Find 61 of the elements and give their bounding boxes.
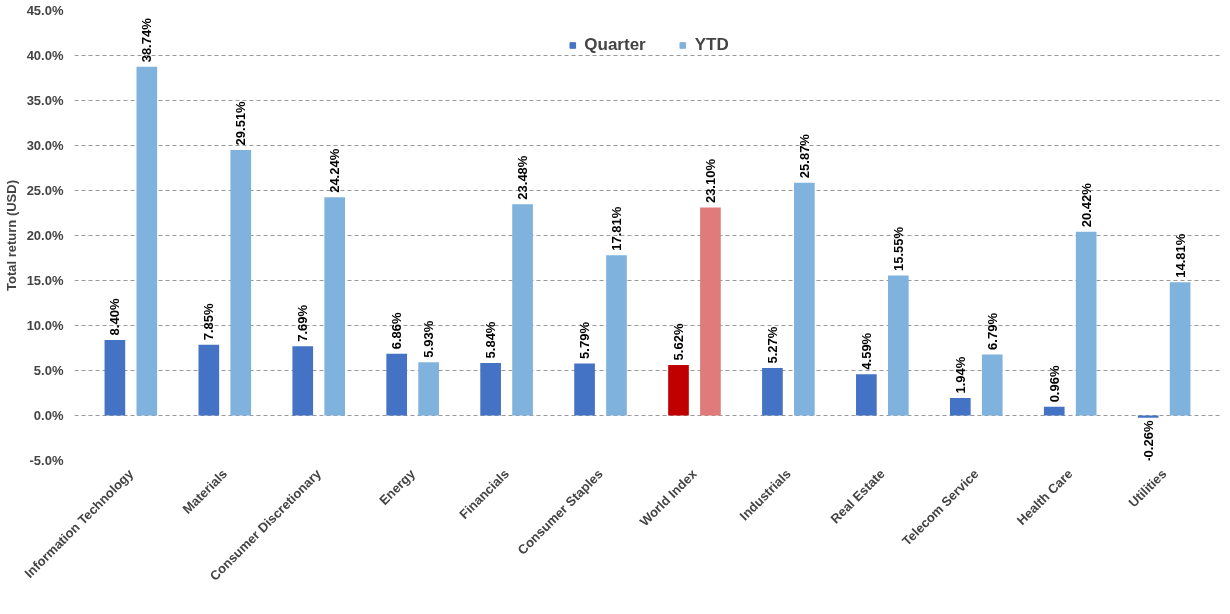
data-label: 5.79% bbox=[577, 321, 593, 359]
bar bbox=[230, 149, 252, 416]
data-label: 6.79% bbox=[984, 312, 1000, 350]
data-label: 38.74% bbox=[139, 17, 155, 63]
bar bbox=[198, 344, 220, 416]
y-tick-label: 0.0% bbox=[33, 408, 64, 423]
y-tick-label: 20.0% bbox=[26, 228, 64, 243]
data-label: 5.27% bbox=[764, 326, 780, 364]
data-label: 5.84% bbox=[483, 321, 499, 359]
bar bbox=[668, 364, 689, 416]
data-label: 23.10% bbox=[702, 158, 718, 204]
y-tick-label: 40.0% bbox=[26, 48, 64, 63]
bar bbox=[1169, 282, 1191, 416]
bar bbox=[794, 182, 815, 416]
data-label: 17.81% bbox=[609, 206, 624, 251]
y-tick-label: 5.0% bbox=[33, 363, 64, 378]
bar bbox=[418, 362, 439, 416]
bar bbox=[700, 207, 721, 416]
bar bbox=[949, 398, 971, 416]
bar bbox=[386, 353, 408, 416]
bar bbox=[104, 339, 126, 416]
data-label: 5.62% bbox=[671, 323, 686, 361]
data-label: 8.40% bbox=[107, 298, 123, 336]
bar bbox=[1075, 231, 1097, 416]
data-label: 25.87% bbox=[796, 133, 812, 179]
data-label: 7.69% bbox=[295, 304, 311, 342]
bar bbox=[1043, 406, 1065, 416]
data-label: 5.93% bbox=[421, 320, 437, 358]
data-label: 29.51% bbox=[233, 100, 249, 146]
legend-label: YTD bbox=[694, 35, 729, 55]
y-tick-label: 25.0% bbox=[26, 183, 64, 198]
bar bbox=[324, 197, 346, 416]
bar bbox=[292, 346, 314, 416]
data-label: 23.48% bbox=[515, 155, 531, 200]
y-tick-label: 35.0% bbox=[26, 93, 64, 108]
bar bbox=[574, 363, 595, 416]
y-axis-title: Total return (USD) bbox=[3, 180, 19, 291]
data-label: 24.24% bbox=[327, 148, 343, 193]
legend-label: Quarter bbox=[584, 35, 646, 55]
bar bbox=[762, 368, 783, 416]
data-label: 15.55% bbox=[890, 226, 906, 272]
bar bbox=[856, 374, 877, 416]
data-label: 20.42% bbox=[1078, 182, 1094, 228]
y-tick-label: -5.0% bbox=[29, 453, 64, 468]
data-label: 0.96% bbox=[1046, 365, 1062, 403]
data-label: 1.94% bbox=[952, 356, 968, 394]
data-label: -0.26% bbox=[1140, 420, 1156, 462]
bar bbox=[512, 204, 533, 416]
bar bbox=[480, 362, 501, 416]
bar bbox=[887, 275, 909, 416]
bar bbox=[606, 255, 627, 416]
data-label: 7.85% bbox=[201, 303, 217, 341]
y-tick-label: 30.0% bbox=[26, 138, 64, 153]
y-tick-label: 10.0% bbox=[26, 318, 64, 333]
bar bbox=[981, 354, 1003, 416]
y-tick-label: 45.0% bbox=[26, 3, 64, 18]
data-label: 6.86% bbox=[389, 311, 405, 350]
data-label: 14.81% bbox=[1172, 233, 1188, 278]
data-label: 4.59% bbox=[858, 332, 874, 370]
y-tick-label: 15.0% bbox=[26, 273, 64, 288]
bar bbox=[136, 66, 158, 416]
